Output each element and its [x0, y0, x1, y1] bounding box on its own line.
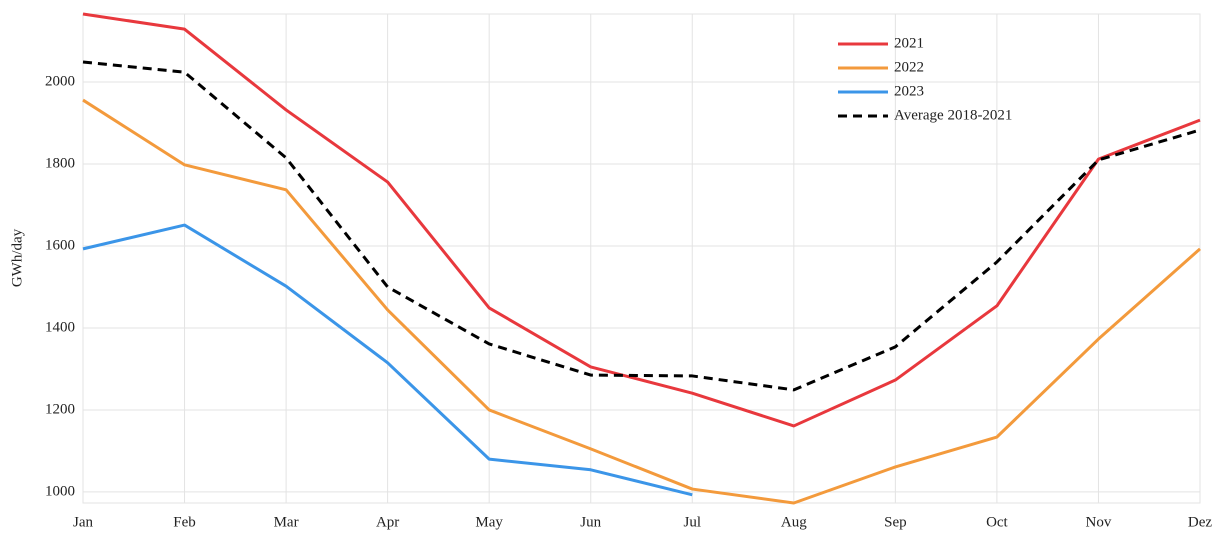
legend-label: Average 2018-2021 — [894, 107, 1012, 123]
y-axis-label: GWh/day — [9, 228, 25, 287]
x-tick-label: Feb — [173, 514, 196, 530]
plot-frame — [82, 13, 1201, 504]
legend-label: 2022 — [894, 59, 924, 75]
y-tick-label: 1400 — [45, 319, 75, 335]
x-tick-label: May — [475, 514, 503, 530]
x-tick-label: Sep — [884, 514, 907, 530]
x-tick-label: Jun — [580, 514, 601, 530]
x-tick-label: Oct — [986, 514, 1008, 530]
y-tick-label: 1800 — [45, 155, 75, 171]
x-tick-label: Apr — [376, 514, 399, 530]
line-series — [82, 60, 1201, 392]
legend-label: 2021 — [894, 35, 924, 51]
x-tick-label: Mar — [274, 514, 299, 530]
line-series — [82, 223, 693, 497]
y-tick-label: 1200 — [45, 401, 75, 417]
x-tick-label: Aug — [781, 514, 807, 530]
legend-label: 2023 — [894, 83, 924, 99]
line-series — [82, 98, 1201, 505]
y-tick-label: 1000 — [45, 483, 75, 499]
x-tick-label: Dez — [1188, 514, 1212, 530]
x-tick-label: Nov — [1086, 514, 1112, 530]
line-series — [82, 12, 1201, 428]
y-tick-label: 1600 — [45, 237, 75, 253]
x-tick-label: Jul — [684, 514, 702, 530]
y-tick-label: 2000 — [45, 73, 75, 89]
x-tick-label: Jan — [73, 514, 93, 530]
